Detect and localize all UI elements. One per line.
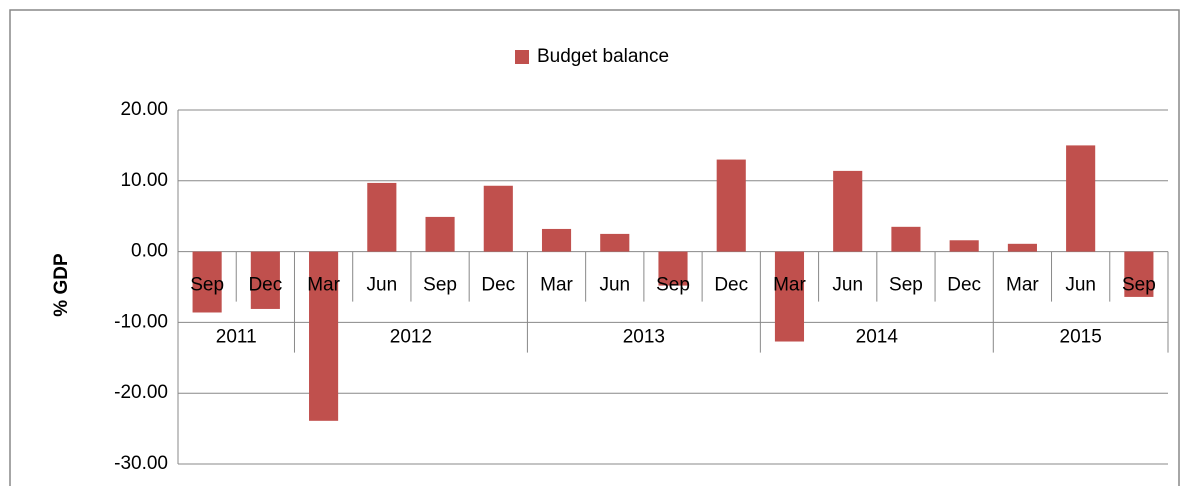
y-tick-label: 10.00 (120, 170, 168, 191)
y-tick-label: 0.00 (131, 241, 168, 262)
bar (250, 251, 280, 309)
group-label: 2011 (216, 327, 257, 348)
x-tick-label: Jun (599, 275, 630, 296)
bar (309, 251, 339, 421)
group-label: 2015 (1060, 327, 1102, 348)
y-tick-label: -30.00 (114, 453, 168, 474)
bar (1066, 145, 1096, 252)
y-tick-label: -20.00 (114, 382, 168, 403)
bar (658, 251, 688, 286)
x-tick-label: Jun (832, 275, 863, 296)
x-tick-label: Jun (367, 275, 398, 296)
legend-label: Budget balance (537, 46, 669, 67)
x-tick-label: Dec (481, 275, 515, 296)
y-tick-label: 20.00 (120, 99, 168, 120)
x-tick-label: Dec (248, 275, 282, 296)
chart-frame (9, 9, 1180, 486)
y-tick-label: -10.00 (114, 311, 168, 332)
group-label: 2013 (623, 327, 665, 348)
x-tick-label: Sep (190, 275, 224, 296)
bar (367, 182, 397, 252)
bar (541, 228, 572, 252)
x-tick-label: Mar (540, 275, 573, 296)
x-tick-label: Sep (656, 275, 690, 296)
x-tick-label: Dec (714, 275, 748, 296)
x-tick-label: Sep (423, 275, 457, 296)
bar (425, 216, 455, 252)
bar (600, 233, 630, 252)
legend-swatch (515, 50, 529, 64)
group-label: 2012 (390, 327, 432, 348)
x-tick-label: Sep (1122, 275, 1156, 296)
bar (1007, 243, 1037, 252)
x-tick-label: Dec (947, 275, 981, 296)
bar (774, 251, 805, 342)
x-tick-label: Mar (1006, 275, 1039, 296)
x-tick-label: Jun (1065, 275, 1096, 296)
x-tick-label: Sep (889, 275, 923, 296)
group-label: 2014 (856, 327, 899, 348)
x-tick-label: Mar (773, 275, 806, 296)
bar (483, 185, 513, 252)
bar (192, 251, 222, 313)
bar (891, 226, 921, 252)
y-axis-title: % GDP (51, 253, 72, 317)
bar (949, 240, 979, 252)
bar (833, 170, 863, 252)
bar (1124, 251, 1154, 297)
x-tick-label: Mar (307, 275, 340, 296)
bar (716, 159, 746, 252)
